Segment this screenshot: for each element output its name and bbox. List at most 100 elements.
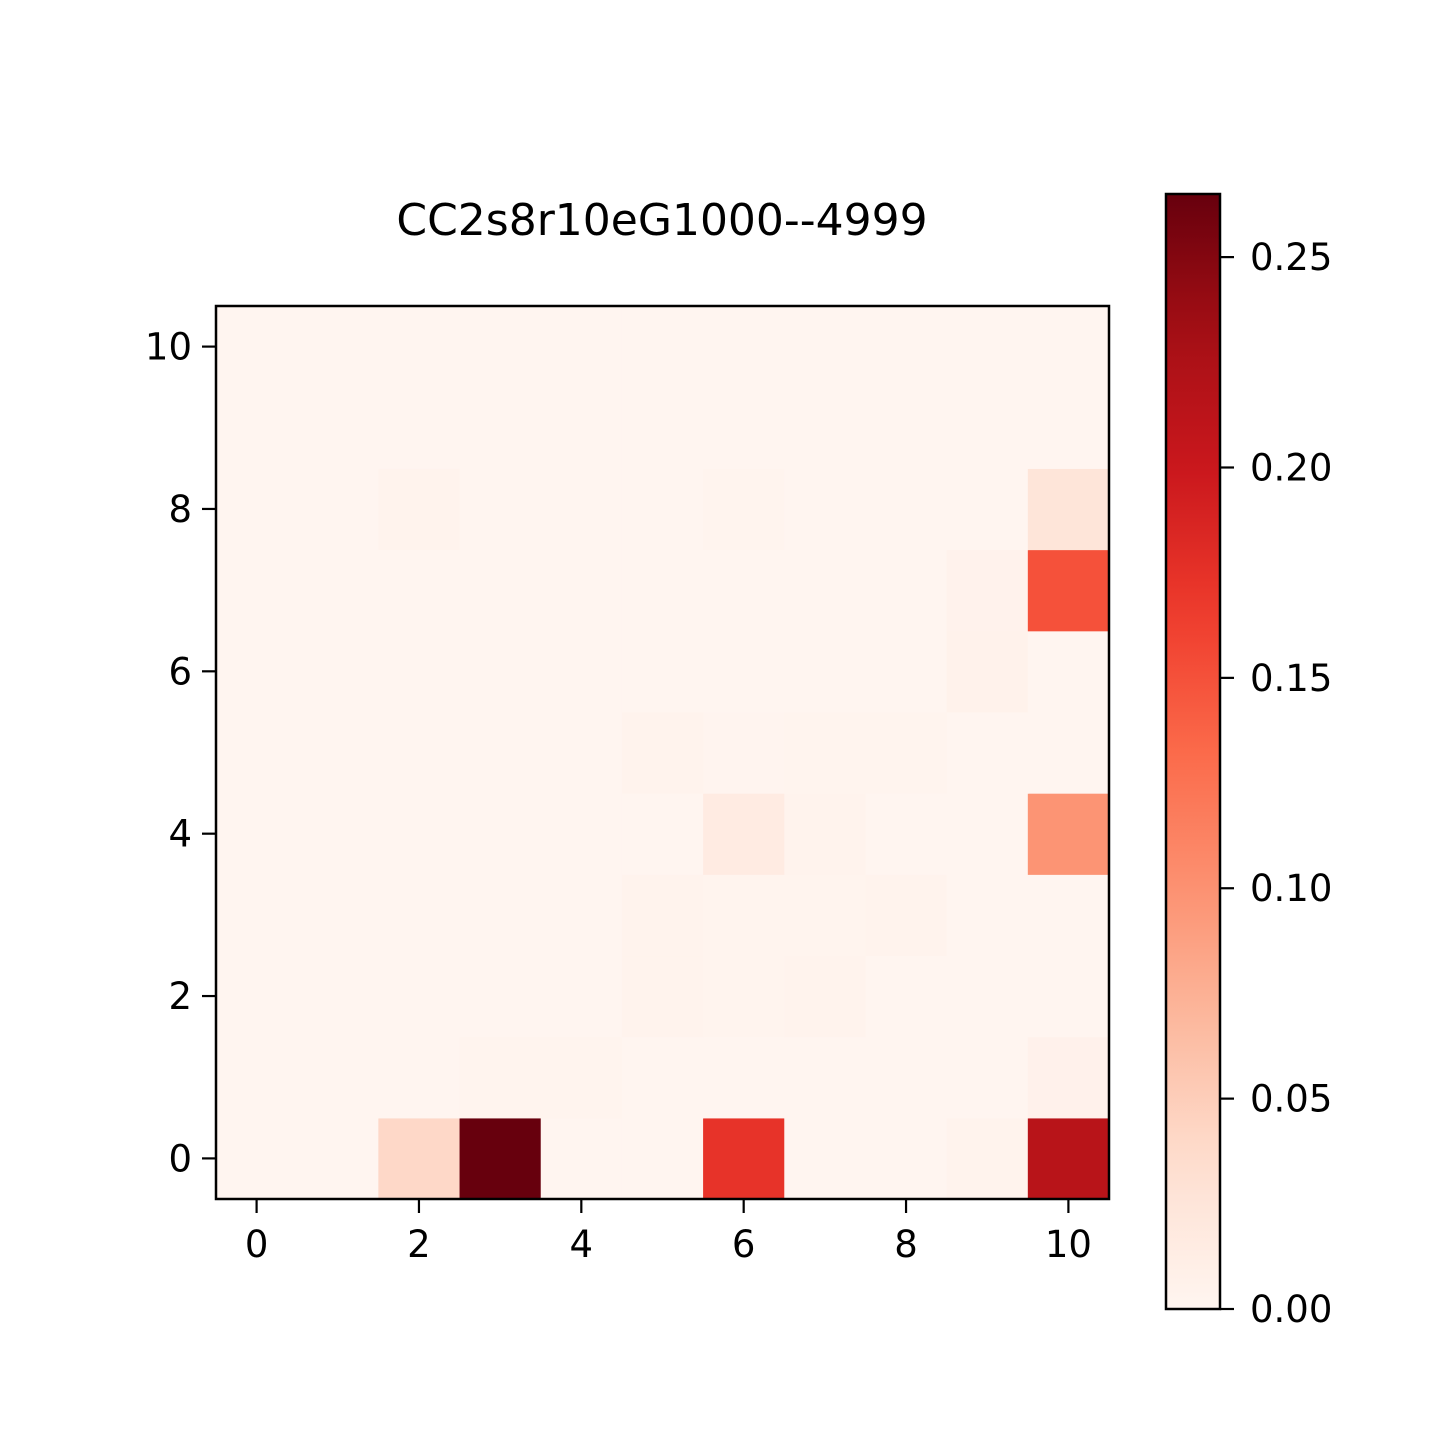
y-tick-label: 0 [168,1137,192,1180]
heatmap-cell [703,306,785,388]
heatmap-cell [378,1036,461,1119]
heatmap-cell [540,711,623,794]
x-tick-label: 0 [245,1223,269,1266]
heatmap-cell [865,387,948,469]
heatmap-cell [784,1036,867,1119]
y-tick-label: 2 [168,975,192,1018]
heatmap-cell [784,793,867,875]
x-tick-label: 8 [894,1223,918,1266]
heatmap-cell [621,955,704,1038]
heatmap-cell [297,955,379,1038]
heatmap-cell [378,1117,461,1200]
heatmap-cell [216,793,298,875]
heatmap-cell [946,306,1029,388]
heatmap-cell [703,955,785,1038]
heatmap-cell [784,549,867,632]
heatmap-cell [784,1117,867,1200]
heatmap-cell [703,793,785,875]
heatmap-cell [621,387,704,469]
y-axis: 0 2 4 6 8 10 [145,326,216,1180]
x-axis: 0 2 4 6 8 10 [245,1199,1092,1266]
heatmap-cell [459,630,542,713]
heatmap-cell [540,1117,623,1200]
heatmap-cell [703,549,785,632]
chart-title: CC2s8r10eG1000--4999 [396,195,927,246]
heatmap-cell [540,955,623,1038]
heatmap-cell [946,1036,1029,1119]
colorbar-tick-label: 0.20 [1250,446,1332,489]
heatmap-cell [784,630,867,713]
heatmap-cell [216,874,298,957]
heatmap-cell [703,1117,785,1200]
heatmap-cell [946,549,1029,632]
heatmap-cell [865,306,948,388]
heatmap-cell [1027,874,1110,957]
heatmap-cell [459,874,542,957]
heatmap-cell [1027,468,1110,551]
heatmap-cell [297,306,379,388]
heatmap-cell [946,955,1029,1038]
heatmap-cell [459,1117,542,1200]
heatmap-cell [946,468,1029,551]
heatmap-cell [378,711,461,794]
y-tick-label: 8 [168,488,192,531]
heatmap-cell [297,1036,379,1119]
x-tick-label: 2 [407,1223,431,1266]
x-tick-label: 10 [1045,1223,1092,1266]
heatmap-cells [216,306,1110,1200]
heatmap-cell [459,549,542,632]
heatmap-cell [865,630,948,713]
heatmap-cell [784,711,867,794]
colorbar-axis: 0.00 0.05 0.10 0.15 0.20 0.25 [1220,236,1332,1331]
heatmap-cell [865,1117,948,1200]
heatmap-cell [216,630,298,713]
heatmap-cell [216,1117,298,1200]
heatmap-cell [378,549,461,632]
heatmap-cell [378,874,461,957]
heatmap-cell [946,874,1029,957]
heatmap-cell [946,793,1029,875]
colorbar-tick-label: 0.00 [1250,1288,1332,1331]
heatmap-cell [946,711,1029,794]
colorbar [1166,194,1220,1309]
heatmap-cell [1027,306,1110,388]
y-tick-label: 6 [168,650,192,693]
heatmap-cell [703,630,785,713]
heatmap-cell [378,955,461,1038]
heatmap-cell [216,387,298,469]
heatmap-cell [216,549,298,632]
heatmap-cell [621,630,704,713]
heatmap-cell [378,793,461,875]
colorbar-tick-label: 0.10 [1250,867,1332,910]
heatmap-cell [865,549,948,632]
heatmap-cell [378,468,461,551]
y-tick-label: 4 [168,813,192,856]
heatmap-cell [621,306,704,388]
heatmap-cell [1027,630,1110,713]
heatmap-cell [946,387,1029,469]
heatmap-cell [703,387,785,469]
heatmap-cell [378,306,461,388]
heatmap-cell [297,1117,379,1200]
heatmap-cell [459,1036,542,1119]
heatmap-cell [297,549,379,632]
x-tick-label: 6 [732,1223,756,1266]
heatmap-cell [621,1117,704,1200]
heatmap-cell [865,1036,948,1119]
heatmap-cell [621,1036,704,1119]
heatmap-cell [540,468,623,551]
heatmap-cell [784,468,867,551]
plot-frame [214,304,1111,1201]
heatmap-cell [865,793,948,875]
heatmap-cell [297,793,379,875]
x-tick-label: 4 [570,1223,594,1266]
heatmap-cell [1027,1117,1110,1200]
heatmap-cell [459,387,542,469]
heatmap-cell [216,306,298,388]
heatmap-cell [378,630,461,713]
heatmap-cell [297,468,379,551]
colorbar-tick-label: 0.25 [1250,236,1332,279]
heatmap-cell [703,874,785,957]
